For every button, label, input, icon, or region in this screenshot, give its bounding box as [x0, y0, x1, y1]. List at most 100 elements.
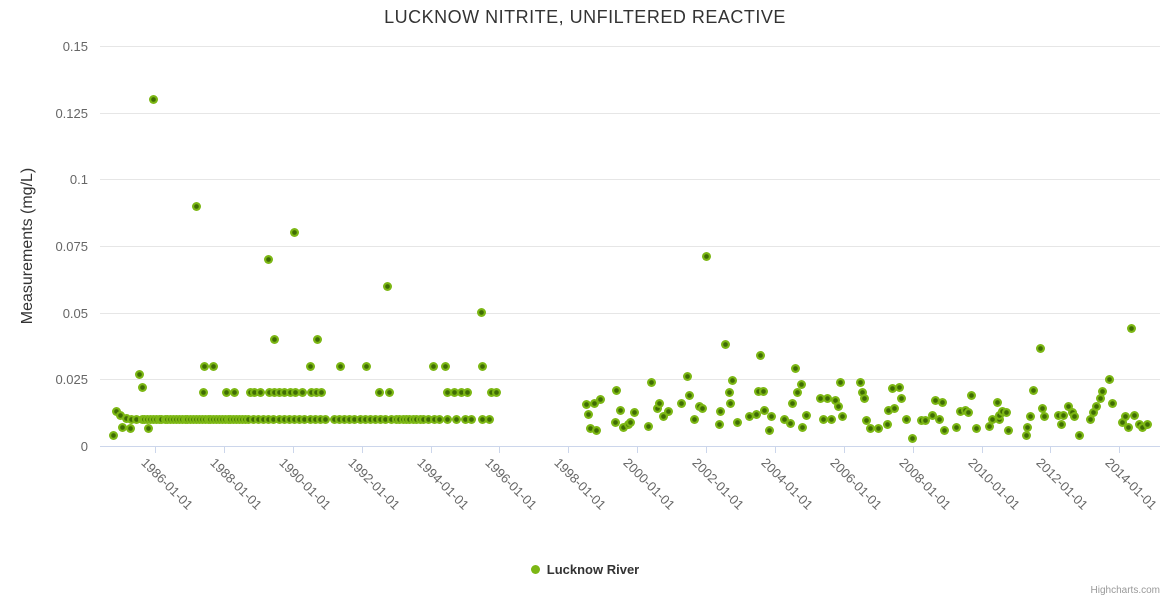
data-point[interactable] [1092, 401, 1102, 411]
data-point[interactable] [137, 382, 147, 392]
data-point[interactable] [1059, 410, 1069, 420]
data-point[interactable] [336, 361, 346, 371]
data-point[interactable] [930, 396, 940, 406]
data-point[interactable] [428, 361, 438, 371]
data-point[interactable] [592, 425, 602, 435]
data-point[interactable] [831, 396, 841, 406]
data-point[interactable] [920, 416, 930, 426]
data-point[interactable] [883, 405, 893, 415]
data-point[interactable] [305, 414, 315, 424]
data-point[interactable] [1118, 417, 1128, 427]
data-point[interactable] [264, 388, 274, 398]
data-point[interactable] [381, 414, 391, 424]
data-point[interactable] [121, 413, 131, 423]
data-point[interactable] [888, 384, 898, 394]
data-point[interactable] [585, 424, 595, 434]
data-point[interactable] [938, 397, 948, 407]
data-point[interactable] [1003, 425, 1013, 435]
data-point[interactable] [689, 414, 699, 424]
data-point[interactable] [1085, 414, 1095, 424]
data-point[interactable] [767, 412, 777, 422]
data-point[interactable] [1121, 412, 1131, 422]
data-point[interactable] [589, 398, 599, 408]
data-point[interactable] [827, 414, 837, 424]
data-point[interactable] [655, 398, 665, 408]
data-point[interactable] [1127, 324, 1137, 334]
data-point[interactable] [684, 390, 694, 400]
data-point[interactable] [434, 414, 444, 424]
data-point[interactable] [753, 386, 763, 396]
data-point[interactable] [992, 397, 1002, 407]
data-point[interactable] [1123, 422, 1133, 432]
legend-item-lucknow-river[interactable]: Lucknow River [530, 562, 639, 577]
data-point[interactable] [1104, 374, 1114, 384]
data-point[interactable] [1040, 412, 1050, 422]
data-point[interactable] [295, 414, 305, 424]
data-point[interactable] [371, 414, 380, 424]
data-point[interactable] [583, 409, 593, 419]
data-point[interactable] [298, 388, 308, 398]
data-point[interactable] [280, 388, 290, 398]
data-point[interactable] [895, 382, 905, 392]
data-point[interactable] [305, 361, 315, 371]
data-point[interactable] [487, 388, 497, 398]
data-point[interactable] [908, 433, 918, 443]
data-point[interactable] [243, 414, 253, 424]
data-point[interactable] [424, 414, 434, 424]
data-point[interactable] [988, 414, 998, 424]
data-point[interactable] [285, 388, 295, 398]
data-point[interactable] [443, 388, 453, 398]
data-point[interactable] [716, 406, 726, 416]
data-point[interactable] [728, 376, 738, 386]
data-point[interactable] [882, 420, 892, 430]
data-point[interactable] [345, 414, 355, 424]
data-point[interactable] [245, 388, 255, 398]
data-point[interactable] [462, 388, 472, 398]
data-point[interactable] [928, 410, 938, 420]
data-point[interactable] [274, 414, 284, 424]
data-point[interactable] [275, 388, 285, 398]
data-point[interactable] [629, 408, 639, 418]
data-point[interactable] [798, 422, 808, 432]
data-point[interactable] [1029, 385, 1039, 395]
data-point[interactable] [796, 380, 806, 390]
data-point[interactable] [1098, 386, 1108, 396]
data-point[interactable] [862, 416, 872, 426]
data-point[interactable] [1001, 408, 1011, 418]
data-point[interactable] [701, 252, 711, 262]
data-point[interactable] [935, 414, 945, 424]
data-point[interactable] [317, 388, 327, 398]
data-point[interactable] [132, 414, 142, 424]
data-point[interactable] [250, 388, 260, 398]
data-point[interactable] [290, 414, 300, 424]
data-point[interactable] [290, 388, 300, 398]
data-point[interactable] [449, 388, 459, 398]
data-point[interactable] [360, 414, 370, 424]
data-point[interactable] [595, 394, 605, 404]
data-point[interactable] [866, 424, 876, 434]
data-point[interactable] [764, 425, 774, 435]
data-point[interactable] [340, 414, 349, 424]
data-point[interactable] [663, 406, 673, 416]
data-point[interactable] [833, 401, 843, 411]
data-point[interactable] [484, 414, 494, 424]
data-point[interactable] [310, 414, 320, 424]
data-point[interactable] [859, 393, 869, 403]
data-point[interactable] [939, 425, 949, 435]
data-point[interactable] [760, 405, 770, 415]
data-point[interactable] [985, 421, 995, 431]
data-point[interactable] [284, 414, 294, 424]
data-point[interactable] [1021, 430, 1031, 440]
data-point[interactable] [745, 412, 755, 422]
data-point[interactable] [732, 417, 742, 427]
data-point[interactable] [264, 254, 274, 264]
data-point[interactable] [355, 414, 365, 424]
data-point[interactable] [836, 377, 846, 387]
data-point[interactable] [307, 388, 317, 398]
data-point[interactable] [457, 388, 467, 398]
data-point[interactable] [200, 361, 210, 371]
data-point[interactable] [677, 398, 687, 408]
data-point[interactable] [300, 414, 310, 424]
data-point[interactable] [792, 388, 802, 398]
data-point[interactable] [350, 414, 360, 424]
